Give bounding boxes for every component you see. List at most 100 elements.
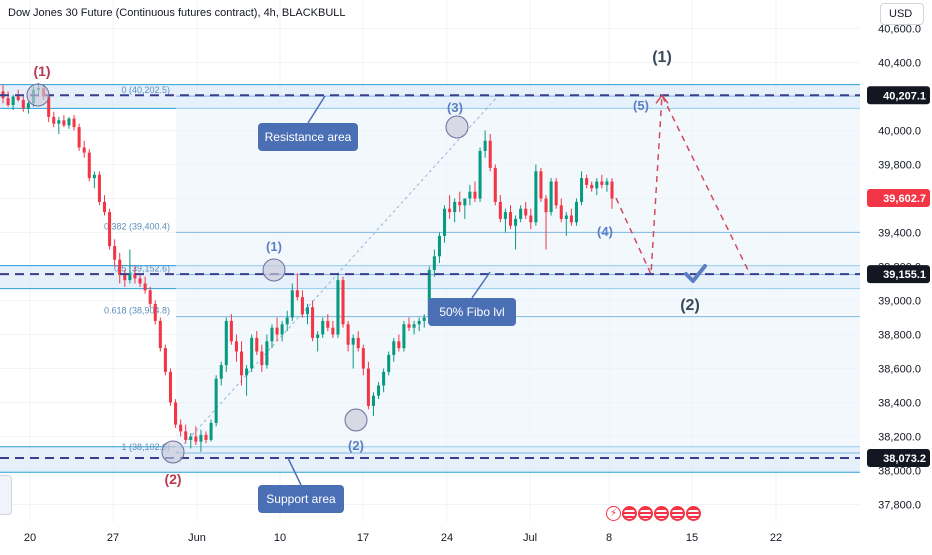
candle[interactable] [219, 361, 223, 386]
candle[interactable] [412, 320, 416, 335]
candle[interactable] [554, 178, 558, 209]
candle[interactable] [437, 232, 441, 264]
candle[interactable] [493, 164, 497, 206]
candle[interactable] [87, 149, 91, 182]
candle[interactable] [280, 320, 284, 342]
price-tag[interactable]: 38,073.2 [867, 449, 930, 468]
candle[interactable] [52, 111, 56, 128]
candle[interactable] [214, 375, 218, 427]
candle[interactable] [422, 314, 426, 328]
candle[interactable] [316, 331, 320, 352]
candle[interactable] [174, 399, 178, 428]
candle[interactable] [351, 334, 355, 369]
candle[interactable] [77, 123, 81, 151]
us-flag-event-icon[interactable] [686, 506, 701, 521]
candle[interactable] [158, 317, 162, 352]
candle[interactable] [240, 341, 244, 386]
candle[interactable] [321, 317, 325, 338]
candle[interactable] [549, 178, 553, 216]
candle[interactable] [534, 164, 538, 226]
candle[interactable] [595, 178, 599, 196]
candle[interactable] [199, 429, 203, 452]
candle[interactable] [209, 419, 213, 442]
candle[interactable] [204, 431, 208, 444]
candle[interactable] [448, 195, 452, 219]
candle[interactable] [72, 115, 76, 131]
candle[interactable] [524, 201, 528, 219]
candle[interactable] [189, 433, 193, 449]
candle[interactable] [346, 320, 350, 352]
candle[interactable] [544, 195, 548, 250]
candle[interactable] [123, 269, 127, 287]
event-markers[interactable]: ⚡ [606, 506, 701, 524]
flash-event-icon[interactable]: ⚡ [606, 506, 621, 521]
candle[interactable] [387, 351, 391, 376]
candle[interactable] [245, 365, 249, 396]
candle[interactable] [377, 382, 381, 400]
candle[interactable] [341, 276, 345, 328]
candle[interactable] [529, 208, 533, 230]
candle[interactable] [407, 317, 411, 332]
candle[interactable] [108, 208, 112, 250]
candle[interactable] [250, 334, 254, 372]
price-tag[interactable]: 39,602.7 [867, 189, 930, 208]
candle[interactable] [458, 191, 462, 213]
candle[interactable] [590, 181, 594, 192]
candle[interactable] [148, 286, 152, 308]
candle[interactable] [463, 198, 467, 219]
candle[interactable] [514, 215, 518, 250]
candle[interactable] [473, 181, 477, 202]
candle[interactable] [559, 198, 563, 223]
candle[interactable] [569, 208, 573, 226]
candle[interactable] [26, 101, 30, 114]
us-flag-event-icon[interactable] [670, 506, 685, 521]
candle[interactable] [488, 133, 492, 172]
candle[interactable] [275, 317, 279, 342]
candle[interactable] [519, 205, 523, 223]
candle[interactable] [453, 198, 457, 223]
price-tag[interactable]: 39,155.1 [867, 265, 930, 284]
candle[interactable] [300, 290, 304, 318]
candle[interactable] [483, 130, 487, 158]
candle[interactable] [539, 167, 543, 202]
candle[interactable] [62, 115, 66, 128]
candle[interactable] [255, 331, 259, 355]
candle[interactable] [11, 94, 15, 111]
candle[interactable] [295, 273, 299, 301]
candle[interactable] [356, 331, 360, 352]
candle[interactable] [67, 116, 71, 129]
candle[interactable] [366, 361, 370, 410]
candle[interactable] [285, 310, 289, 332]
candle[interactable] [382, 368, 386, 393]
candle[interactable] [600, 174, 604, 189]
candle[interactable] [6, 91, 10, 107]
candle[interactable] [443, 205, 447, 243]
us-flag-event-icon[interactable] [638, 506, 653, 521]
candle[interactable] [432, 249, 436, 277]
time-axis[interactable]: 20 27 Jun 10 17 24 Jul 8 15 22 [24, 532, 782, 544]
candle[interactable] [574, 198, 578, 226]
candle[interactable] [82, 140, 86, 158]
price-axis[interactable]: 40,600.040,400.040,200.040,000.039,800.0… [867, 24, 930, 512]
candle[interactable] [336, 273, 340, 338]
candle[interactable] [331, 320, 335, 338]
candle[interactable] [163, 344, 167, 376]
candle[interactable] [179, 419, 183, 437]
candle[interactable] [168, 368, 172, 406]
candle[interactable] [402, 320, 406, 352]
candle[interactable] [57, 116, 61, 134]
candle[interactable] [184, 424, 188, 444]
candle[interactable] [311, 300, 315, 342]
us-flag-event-icon[interactable] [622, 506, 637, 521]
candle[interactable] [361, 344, 365, 376]
candle[interactable] [305, 303, 310, 325]
candle[interactable] [260, 344, 264, 372]
candle[interactable] [143, 276, 147, 294]
candle[interactable] [610, 178, 614, 209]
candle[interactable] [503, 208, 507, 233]
candle[interactable] [580, 171, 584, 206]
price-tag[interactable]: 40,207.1 [867, 86, 930, 105]
candle[interactable] [92, 171, 96, 189]
